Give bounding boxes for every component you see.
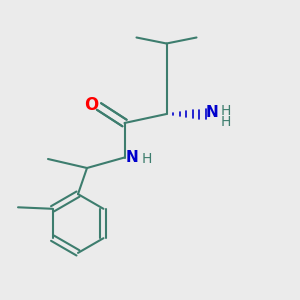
Text: N: N: [206, 105, 218, 120]
Text: H: H: [142, 152, 152, 166]
Text: H: H: [221, 115, 231, 128]
Text: O: O: [84, 96, 99, 114]
Text: N: N: [126, 150, 138, 165]
Text: H: H: [221, 104, 231, 118]
